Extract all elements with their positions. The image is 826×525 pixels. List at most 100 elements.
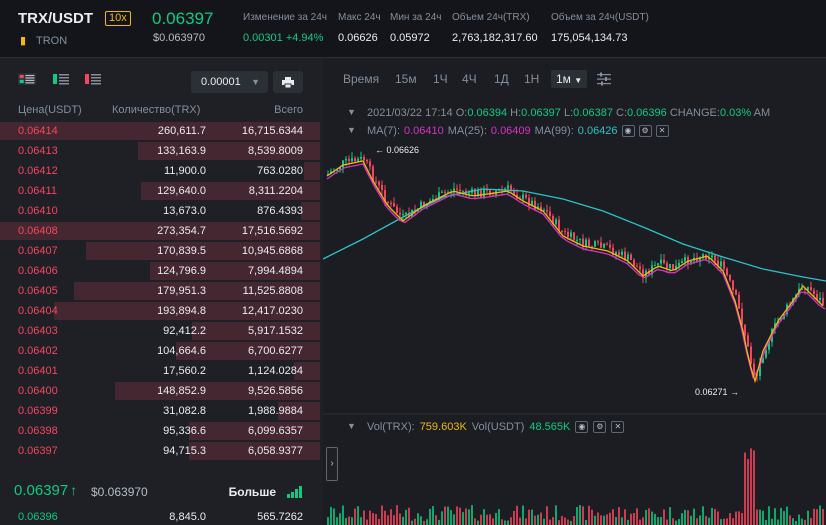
- ask-row[interactable]: 0.06403 92,412.2 5,917.1532: [0, 321, 320, 341]
- volume-bar: [723, 518, 725, 525]
- candle-body: [633, 259, 635, 267]
- depth-bar: [73, 282, 320, 300]
- mid-price[interactable]: 0.06397 ↑: [14, 482, 78, 499]
- volume-bar: [786, 506, 788, 525]
- ask-row[interactable]: 0.06411 129,640.0 8,311.2204: [0, 181, 320, 201]
- stat-label: Изменение за 24ч: [243, 12, 327, 23]
- volume-bar: [810, 518, 812, 525]
- volume-bar: [594, 515, 596, 525]
- ask-price: 0.06400: [18, 385, 58, 397]
- candle-body: [621, 251, 623, 256]
- candle-body: [690, 260, 692, 265]
- volume-bar: [816, 509, 818, 525]
- close-icon[interactable]: ✕: [611, 421, 625, 433]
- volume-bar: [696, 518, 698, 525]
- eye-icon[interactable]: ◉: [621, 125, 635, 137]
- volume-bar: [771, 518, 773, 525]
- candle-body: [753, 363, 755, 375]
- gear-icon[interactable]: ⚙: [593, 421, 607, 433]
- volume-bar: [741, 512, 743, 525]
- chevron-down-icon[interactable]: ▼: [347, 421, 356, 431]
- volume-bar: [600, 515, 602, 525]
- volume-bar: [402, 516, 404, 525]
- tron-coin-icon: ▮: [20, 35, 27, 47]
- interval-time[interactable]: Время: [343, 72, 380, 86]
- ask-row[interactable]: 0.06404 193,894.8 12,417.0230: [0, 301, 320, 321]
- expand-panel-button[interactable]: ›: [326, 447, 338, 481]
- ask-row[interactable]: 0.06407 170,839.5 10,945.6868: [0, 241, 320, 261]
- volume-bar: [609, 512, 611, 525]
- interval-1d[interactable]: 1Д: [494, 72, 509, 86]
- candle-body: [351, 158, 353, 162]
- depth-bar: [115, 382, 320, 400]
- pair-title[interactable]: TRX/USDT: [18, 10, 93, 27]
- candle-body: [342, 160, 344, 168]
- depth-bar: [0, 222, 320, 240]
- ask-row[interactable]: 0.06414 260,611.7 16,715.6344: [0, 121, 320, 141]
- interval-1m-dropdown[interactable]: 1м ▼: [551, 70, 588, 88]
- interval-4h[interactable]: 4Ч: [462, 72, 477, 86]
- volume-bar: [663, 509, 665, 525]
- book-asks-icon[interactable]: [84, 72, 102, 86]
- candle-body: [354, 158, 356, 162]
- volume-bar: [666, 519, 668, 525]
- eye-icon[interactable]: ◉: [575, 421, 589, 433]
- ask-row[interactable]: 0.06408 273,354.7 17,516.5692: [0, 221, 320, 241]
- ask-row[interactable]: 0.06412 11,900.0 763.0280: [0, 161, 320, 181]
- ask-row[interactable]: 0.06401 17,560.2 1,124.0284: [0, 361, 320, 381]
- ask-qty: 11,900.0: [163, 165, 206, 177]
- leverage-badge[interactable]: 10x: [105, 11, 131, 26]
- ask-row[interactable]: 0.06410 13,673.0 876.4393: [0, 201, 320, 221]
- chevron-down-icon[interactable]: ▼: [347, 125, 356, 135]
- volume-bar: [567, 519, 569, 525]
- active-interval-label: 1м: [556, 72, 571, 86]
- candle-body: [555, 219, 557, 225]
- precision-select[interactable]: 0.00001 ▼: [191, 71, 268, 93]
- interval-1w[interactable]: 1Н: [524, 72, 540, 86]
- interval-1h[interactable]: 1Ч: [433, 72, 448, 86]
- ask-row[interactable]: 0.06398 95,336.6 6,099.6357: [0, 421, 320, 441]
- volume-bar: [774, 508, 776, 525]
- ask-row[interactable]: 0.06399 31,082.8 1,988.9884: [0, 401, 320, 421]
- volume-bar: [507, 520, 509, 525]
- high-value: 0.06397: [521, 107, 561, 119]
- ask-row[interactable]: 0.06397 94,715.3 6,058.9377: [0, 441, 320, 461]
- signal-bars-icon: [287, 486, 302, 498]
- ask-price: 0.06407: [18, 245, 58, 257]
- interval-15m[interactable]: 15м: [395, 72, 417, 86]
- candle-body: [357, 158, 359, 162]
- coin-info-link[interactable]: ▮ TRON: [20, 35, 67, 47]
- candle-body: [363, 156, 365, 161]
- print-button[interactable]: [273, 71, 303, 93]
- candlestick-chart[interactable]: ← 0.06626 0.06271 →: [323, 59, 826, 525]
- ask-row[interactable]: 0.06405 179,951.3 11,525.8808: [0, 281, 320, 301]
- candle-body: [366, 160, 368, 162]
- stat-change-24h: Изменение за 24ч 0.00301 +4.94%: [243, 12, 327, 44]
- more-link[interactable]: Больше: [228, 485, 276, 499]
- ask-row[interactable]: 0.06402 104,664.6 6,700.6277: [0, 341, 320, 361]
- book-both-icon[interactable]: [18, 72, 36, 86]
- ask-row[interactable]: 0.06400 148,852.9 9,526.5856: [0, 381, 320, 401]
- ask-qty: 260,611.7: [157, 125, 206, 137]
- candle-body: [600, 242, 602, 248]
- gear-icon[interactable]: ⚙: [638, 125, 652, 137]
- bid-row[interactable]: 0.06396 8,845.0 565.7262: [0, 509, 320, 525]
- volume-bar: [777, 519, 779, 525]
- ask-row[interactable]: 0.06413 133,163.9 8,539.8009: [0, 141, 320, 161]
- candle-body: [654, 265, 656, 267]
- chevron-right-icon: ›: [330, 458, 334, 469]
- candle-body: [678, 262, 680, 266]
- settings-sliders-icon[interactable]: [597, 72, 611, 86]
- volume-bar: [729, 513, 731, 525]
- chevron-down-icon[interactable]: ▼: [347, 107, 356, 117]
- ask-row[interactable]: 0.06406 124,796.9 7,994.4894: [0, 261, 320, 281]
- volume-bar: [423, 520, 425, 525]
- candle-body: [483, 189, 485, 198]
- volume-bar: [621, 517, 623, 525]
- book-bids-icon[interactable]: [52, 72, 70, 86]
- close-icon[interactable]: ✕: [655, 125, 669, 137]
- stat-value: 0.06626: [338, 32, 378, 44]
- stat-value: 0.05972: [390, 32, 430, 44]
- candle-body: [765, 349, 767, 358]
- chart-toolbar: Время 15м 1Ч 4Ч 1Д 1Н 1м ▼: [323, 59, 826, 99]
